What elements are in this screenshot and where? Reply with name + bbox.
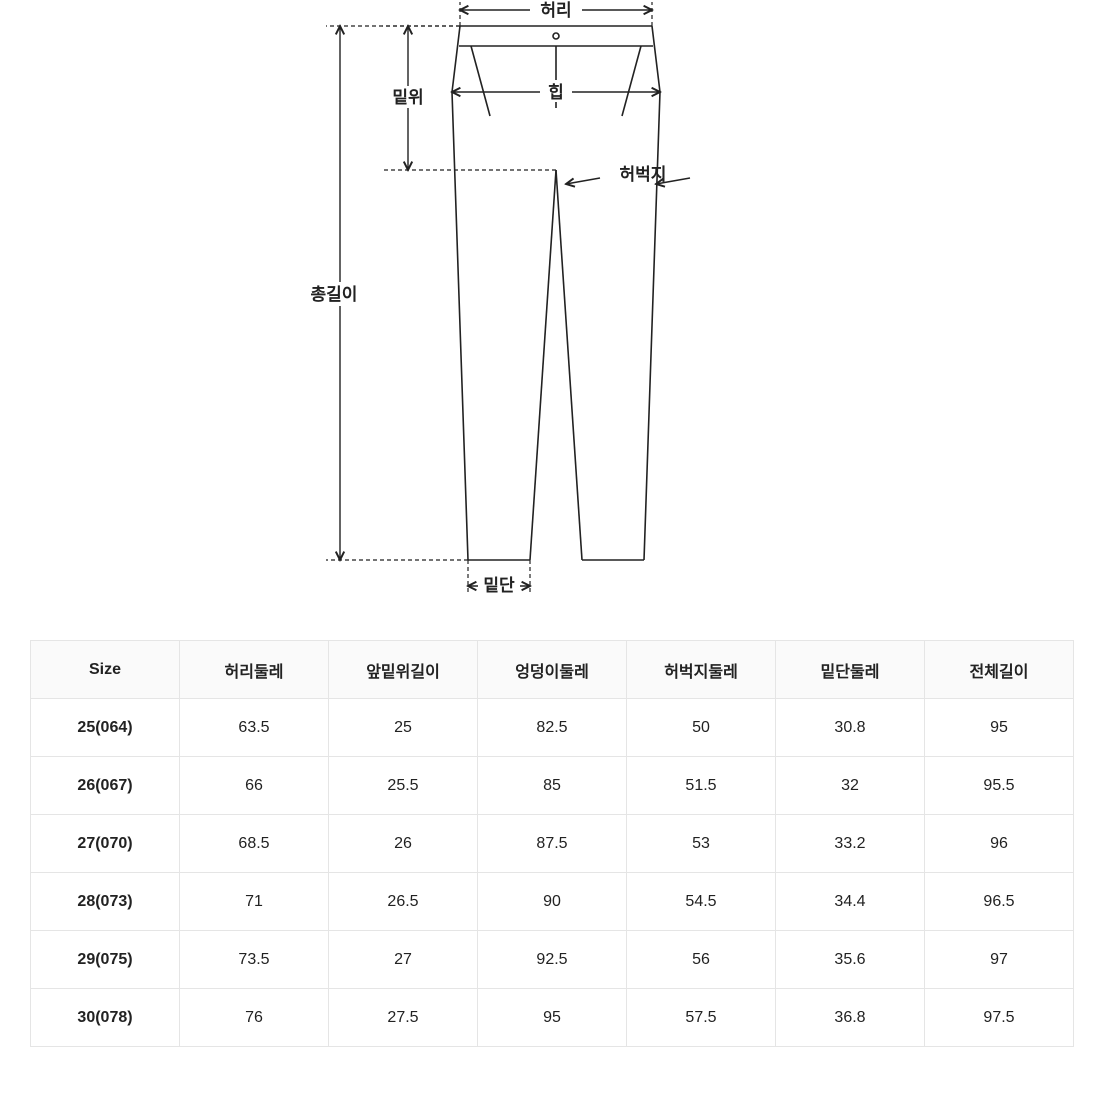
table-cell: 95 <box>925 699 1074 757</box>
col-size: Size <box>31 641 180 699</box>
table-cell: 63.5 <box>180 699 329 757</box>
table-cell: 25 <box>329 699 478 757</box>
table-cell: 32 <box>776 757 925 815</box>
pants-outline <box>452 26 660 560</box>
table-cell: 51.5 <box>627 757 776 815</box>
table-row: 25(064)63.52582.55030.895 <box>31 699 1074 757</box>
table-header-row: Size 허리둘레 앞밑위길이 엉덩이둘레 허벅지둘레 밑단둘레 전체길이 <box>31 641 1074 699</box>
table-row: 27(070)68.52687.55333.296 <box>31 815 1074 873</box>
table-cell: 56 <box>627 931 776 989</box>
table-row: 30(078)7627.59557.536.897.5 <box>31 989 1074 1047</box>
table-row: 29(075)73.52792.55635.697 <box>31 931 1074 989</box>
table-row: 26(067)6625.58551.53295.5 <box>31 757 1074 815</box>
table-cell: 27 <box>329 931 478 989</box>
table-cell: 25(064) <box>31 699 180 757</box>
table-row: 28(073)7126.59054.534.496.5 <box>31 873 1074 931</box>
total-length-label: 총길이 <box>311 285 358 304</box>
hem-label: 밑단 <box>483 576 515 595</box>
table-cell: 90 <box>478 873 627 931</box>
table-cell: 96.5 <box>925 873 1074 931</box>
table-cell: 33.2 <box>776 815 925 873</box>
waist-dimension: 허리 <box>460 0 652 26</box>
rise-dimension: 밑위 <box>382 26 556 170</box>
col-waist: 허리둘레 <box>180 641 329 699</box>
table-cell: 97.5 <box>925 989 1074 1047</box>
table-cell: 35.6 <box>776 931 925 989</box>
table-cell: 26 <box>329 815 478 873</box>
col-thigh: 허벅지둘레 <box>627 641 776 699</box>
hem-dimension: 밑단 <box>468 560 530 596</box>
table-cell: 27.5 <box>329 989 478 1047</box>
table-cell: 97 <box>925 931 1074 989</box>
table-cell: 76 <box>180 989 329 1047</box>
table-cell: 96 <box>925 815 1074 873</box>
thigh-dimension: 허벅지 <box>566 165 690 184</box>
rise-label: 밑위 <box>392 88 423 107</box>
table-cell: 27(070) <box>31 815 180 873</box>
table-cell: 54.5 <box>627 873 776 931</box>
thigh-label: 허벅지 <box>620 165 667 184</box>
table-cell: 26(067) <box>31 757 180 815</box>
size-table-container: Size 허리둘레 앞밑위길이 엉덩이둘레 허벅지둘레 밑단둘레 전체길이 25… <box>0 640 1104 1047</box>
table-cell: 28(073) <box>31 873 180 931</box>
table-cell: 82.5 <box>478 699 627 757</box>
table-cell: 34.4 <box>776 873 925 931</box>
table-cell: 30.8 <box>776 699 925 757</box>
table-cell: 85 <box>478 757 627 815</box>
col-hip: 엉덩이둘레 <box>478 641 627 699</box>
table-cell: 87.5 <box>478 815 627 873</box>
table-cell: 68.5 <box>180 815 329 873</box>
table-cell: 73.5 <box>180 931 329 989</box>
col-rise: 앞밑위길이 <box>329 641 478 699</box>
table-cell: 30(078) <box>31 989 180 1047</box>
hip-label: 힙 <box>548 82 564 102</box>
pants-measurement-diagram: 허리 힙 밑위 총길이 허벅 <box>0 0 1104 640</box>
table-cell: 57.5 <box>627 989 776 1047</box>
table-cell: 26.5 <box>329 873 478 931</box>
table-cell: 50 <box>627 699 776 757</box>
col-hem: 밑단둘레 <box>776 641 925 699</box>
table-cell: 36.8 <box>776 989 925 1047</box>
col-length: 전체길이 <box>925 641 1074 699</box>
table-cell: 53 <box>627 815 776 873</box>
waist-label: 허리 <box>540 1 571 20</box>
table-cell: 25.5 <box>329 757 478 815</box>
total-length-dimension: 총길이 <box>296 26 468 560</box>
size-table: Size 허리둘레 앞밑위길이 엉덩이둘레 허벅지둘레 밑단둘레 전체길이 25… <box>30 640 1074 1047</box>
table-cell: 71 <box>180 873 329 931</box>
table-cell: 95.5 <box>925 757 1074 815</box>
table-cell: 95 <box>478 989 627 1047</box>
table-cell: 66 <box>180 757 329 815</box>
table-cell: 92.5 <box>478 931 627 989</box>
table-cell: 29(075) <box>31 931 180 989</box>
